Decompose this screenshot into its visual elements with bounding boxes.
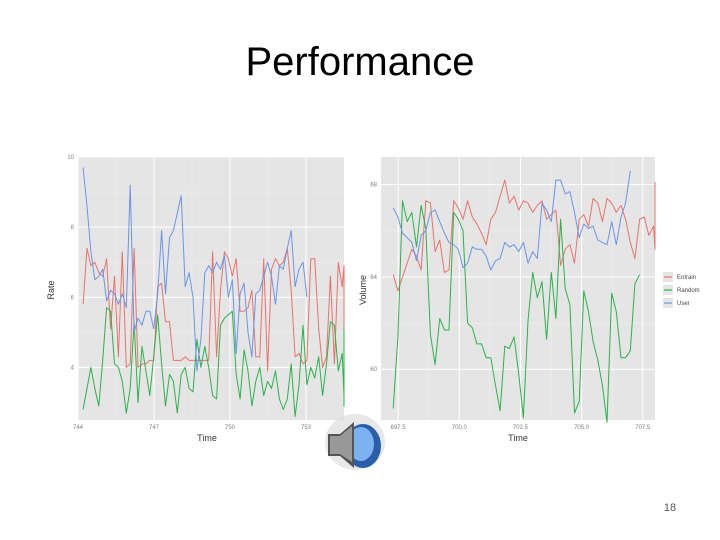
x-tick-label: 702.5 bbox=[513, 425, 529, 431]
series-line-entrain bbox=[392, 179, 656, 292]
x-tick-label: 744 bbox=[73, 425, 84, 431]
x-tick-label: 747 bbox=[149, 425, 160, 431]
y-tick-label: 4 bbox=[71, 365, 75, 371]
series-line-user bbox=[392, 170, 631, 271]
plot-panel bbox=[381, 157, 655, 420]
x-tick-label: 700.0 bbox=[452, 425, 468, 431]
legend-label-random: Random bbox=[677, 288, 700, 294]
y-tick-label: 60 bbox=[370, 367, 377, 373]
volume-chart: 60 64 68 697.5 700.0 702.5 705.0 707.5 Time Volum… bbox=[358, 157, 656, 443]
x-axis-title: Time bbox=[508, 433, 528, 443]
x-axis-title: Time bbox=[197, 433, 217, 443]
y-tick-label: 10 bbox=[67, 155, 74, 161]
y-tick-label: 64 bbox=[370, 275, 377, 281]
y-tick-label: 8 bbox=[71, 225, 75, 231]
series-line-random bbox=[392, 200, 641, 423]
x-tick-label: 753 bbox=[301, 425, 312, 431]
legend-label-user: User bbox=[677, 301, 690, 307]
chart-legend: Entrain Random User bbox=[663, 272, 700, 308]
y-tick-label: 6 bbox=[71, 295, 75, 301]
series-line-user bbox=[82, 167, 308, 372]
x-tick-label: 707.5 bbox=[635, 425, 651, 431]
x-tick-label: 705.0 bbox=[574, 425, 590, 431]
x-tick-label: 750 bbox=[225, 425, 236, 431]
y-tick-label: 68 bbox=[370, 183, 377, 189]
rate-chart: 4 6 8 10 744 747 750 753 Time Rate bbox=[46, 155, 345, 443]
legend-label-entrain: Entrain bbox=[677, 275, 696, 281]
x-tick-label: 697.5 bbox=[391, 425, 407, 431]
speaker-icon[interactable] bbox=[325, 414, 385, 470]
y-axis-title: Rate bbox=[46, 280, 56, 299]
series-line-random bbox=[82, 307, 345, 417]
slide-title: Performance bbox=[245, 40, 475, 84]
y-axis-title: Volume bbox=[358, 275, 368, 305]
series-line-entrain bbox=[82, 247, 345, 372]
page-number: 18 bbox=[663, 502, 677, 514]
